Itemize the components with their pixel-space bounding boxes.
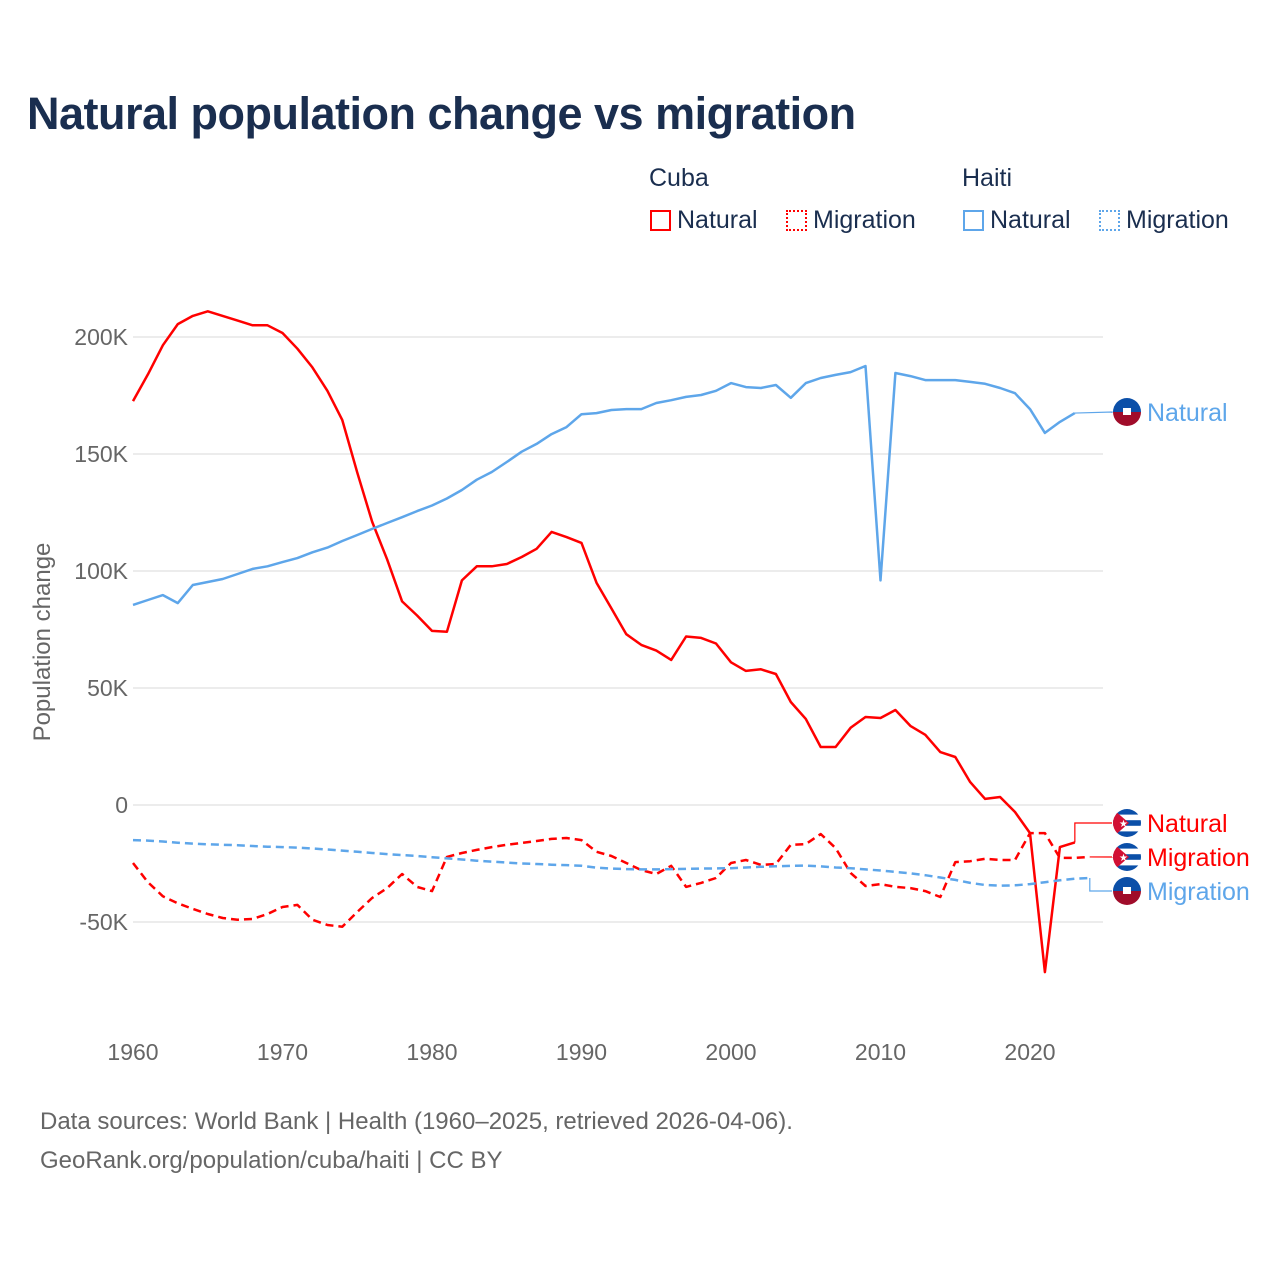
end-label-text: Natural [1147, 810, 1228, 838]
cuba-migration-line[interactable] [132, 831, 1090, 928]
chart-title: Natural population change vs migration [27, 88, 856, 139]
x-tick-label: 2010 [855, 1039, 906, 1065]
cuba-flag-icon [1113, 843, 1141, 871]
x-tick-label: 1990 [556, 1039, 607, 1065]
cuba-natural-end-label: Natural [1074, 809, 1228, 843]
legend-group-cuba: Cuba [649, 164, 709, 192]
legend-swatch-solid [963, 210, 984, 231]
source-line-1: Data sources: World Bank | Health (1960–… [40, 1108, 793, 1135]
y-axis: 200K 150K 100K 50K 0 -50K [74, 324, 128, 935]
legend-swatch-solid [650, 210, 671, 231]
haiti-flag-icon [1113, 398, 1141, 426]
y-tick-label: 50K [87, 675, 129, 701]
haiti-migration-line[interactable] [132, 838, 1090, 887]
cuba-natural-line[interactable] [131, 310, 1076, 974]
legend-label: Natural [990, 206, 1071, 234]
source-line-2[interactable]: GeoRank.org/population/cuba/haiti | CC B… [40, 1147, 503, 1174]
end-labels: Natural Migration Natural Migration [1074, 398, 1250, 906]
x-tick-label: 1970 [257, 1039, 308, 1065]
legend-swatch-dotted [1099, 210, 1120, 231]
y-tick-label: -50K [79, 909, 128, 935]
cuba-migration-end-label: Migration [1089, 843, 1250, 872]
legend-cuba-migration[interactable]: Migration [786, 206, 916, 235]
end-label-text: Natural [1147, 399, 1228, 427]
legend-label: Migration [1126, 206, 1229, 234]
series-lines [131, 310, 1090, 974]
x-tick-label: 1980 [406, 1039, 457, 1065]
legend-cuba-natural[interactable]: Natural [650, 206, 758, 235]
label-connector [1089, 878, 1112, 892]
y-tick-label: 150K [74, 441, 128, 467]
grid [133, 336, 1103, 923]
haiti-natural-end-label: Natural [1074, 398, 1228, 427]
label-connector [1074, 822, 1112, 843]
x-axis: 1960 1970 1980 1990 2000 2010 2020 [107, 1039, 1055, 1065]
haiti-natural-line[interactable] [132, 364, 1076, 607]
label-connector [1074, 411, 1113, 414]
legend-label: Migration [813, 206, 916, 234]
y-tick-label: 100K [74, 558, 128, 584]
x-tick-label: 2020 [1004, 1039, 1055, 1065]
haiti-migration-end-label: Migration [1089, 877, 1250, 906]
haiti-flag-icon [1113, 877, 1141, 905]
end-label-text: Migration [1147, 844, 1250, 872]
x-tick-label: 2000 [705, 1039, 756, 1065]
y-axis-label: Population change [29, 543, 56, 742]
legend-haiti-migration[interactable]: Migration [1099, 206, 1229, 235]
legend-haiti-natural[interactable]: Natural [963, 206, 1071, 235]
legend-swatch-dotted [786, 210, 807, 231]
end-label-text: Migration [1147, 878, 1250, 906]
legend-group-haiti: Haiti [962, 164, 1013, 192]
y-tick-label: 0 [115, 792, 128, 818]
x-tick-label: 1960 [107, 1039, 158, 1065]
legend-label: Natural [677, 206, 758, 234]
y-tick-label: 200K [74, 324, 128, 350]
cuba-flag-icon [1113, 809, 1141, 837]
